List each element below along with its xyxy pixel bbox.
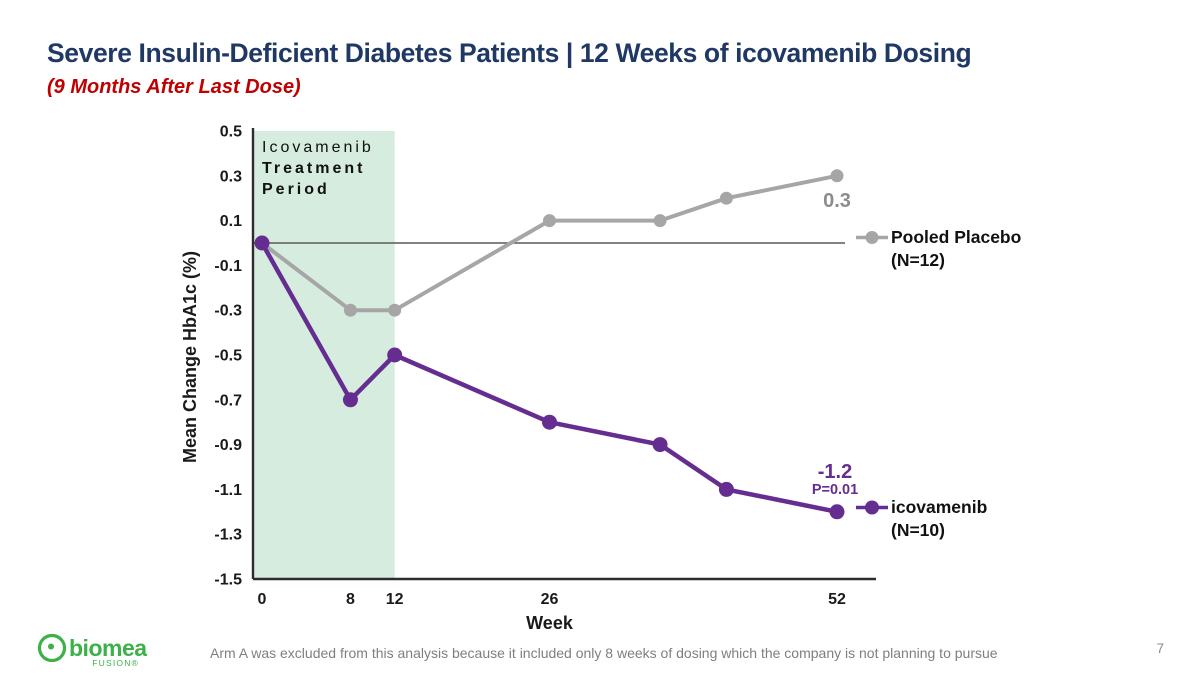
x-tick-label: 26 (541, 591, 559, 608)
slide-title: Severe Insulin-Deficient Diabetes Patien… (47, 38, 972, 68)
pooled-placebo-point (653, 214, 667, 228)
y-tick-label: -1.1 (214, 482, 242, 499)
y-tick-label: -0.5 (214, 348, 242, 365)
legend-pooled-placebo: Pooled Placebo (N=12) (856, 226, 1021, 272)
placebo-legend-marker-icon (856, 231, 888, 244)
logo-brand-text: biomea (69, 635, 147, 661)
page-number: 7 (1156, 641, 1164, 656)
y-tick-label: -1.3 (214, 527, 242, 544)
legend-icovamenib: icovamenib (N=10) (856, 496, 987, 542)
x-tick-label: 8 (346, 591, 355, 608)
x-tick-label: 0 (258, 591, 267, 608)
icovamenib-legend-marker-icon (856, 500, 888, 515)
y-tick-label: 0.3 (220, 168, 242, 185)
y-axis-title: Mean Change HbA1c (%) (180, 251, 200, 463)
logo-ring-icon (37, 633, 67, 663)
legend-pooled-placebo-label: Pooled Placebo (891, 227, 1022, 247)
icovamenib-p-value-label: P=0.01 (811, 482, 859, 498)
icovamenib-end-value-label: -1.2 (817, 461, 853, 483)
pooled-placebo-point (543, 214, 556, 228)
legend-pooled-placebo-n: (N=12) (891, 250, 945, 270)
y-tick-label: 0.1 (220, 213, 242, 230)
y-tick-label: -0.1 (214, 258, 242, 275)
placebo-end-value-label: 0.3 (823, 190, 851, 212)
icovamenib-point (342, 392, 358, 408)
logo-dot-icon (48, 643, 54, 650)
biomea-fusion-logo: biomea FUSION® (35, 629, 150, 674)
pooled-placebo-point (830, 169, 844, 183)
legend-pooled-placebo-text: Pooled Placebo (N=12) (891, 226, 1021, 272)
pooled-placebo-point (719, 191, 733, 205)
pooled-placebo-point (388, 303, 402, 317)
icovamenib-point (542, 414, 557, 430)
y-tick-label: -1.5 (214, 572, 242, 589)
y-tick-label: 0.5 (220, 124, 242, 141)
legend-icovamenib-label: icovamenib (891, 497, 988, 517)
x-tick-label: 52 (828, 591, 846, 608)
y-tick-label: -0.7 (214, 392, 242, 409)
treatment-period-label-line: Treatment (262, 160, 365, 177)
y-tick-label: -0.9 (214, 437, 242, 454)
icovamenib-point (829, 504, 845, 520)
legend-icovamenib-text: icovamenib (N=10) (891, 496, 987, 542)
biomea-logo-graphic: biomea FUSION® (37, 633, 148, 668)
icovamenib-point (718, 481, 734, 497)
logo-subbrand-text: FUSION® (92, 658, 139, 668)
footnote: Arm A was excluded from this analysis be… (210, 645, 998, 661)
y-tick-label: -0.3 (214, 303, 242, 320)
treatment-period-label-line: Period (262, 181, 330, 198)
icovamenib-point (387, 347, 403, 363)
icovamenib-point (254, 235, 270, 251)
slide-subtitle: (9 Months After Last Dose) (47, 76, 301, 98)
treatment-period-label-line: Icovamenib (262, 139, 374, 156)
pooled-placebo-point (343, 303, 357, 317)
legend-icovamenib-n: (N=10) (891, 520, 945, 540)
x-tick-label: 12 (386, 591, 404, 608)
x-axis-title: Week (526, 613, 574, 633)
icovamenib-point (652, 437, 668, 453)
